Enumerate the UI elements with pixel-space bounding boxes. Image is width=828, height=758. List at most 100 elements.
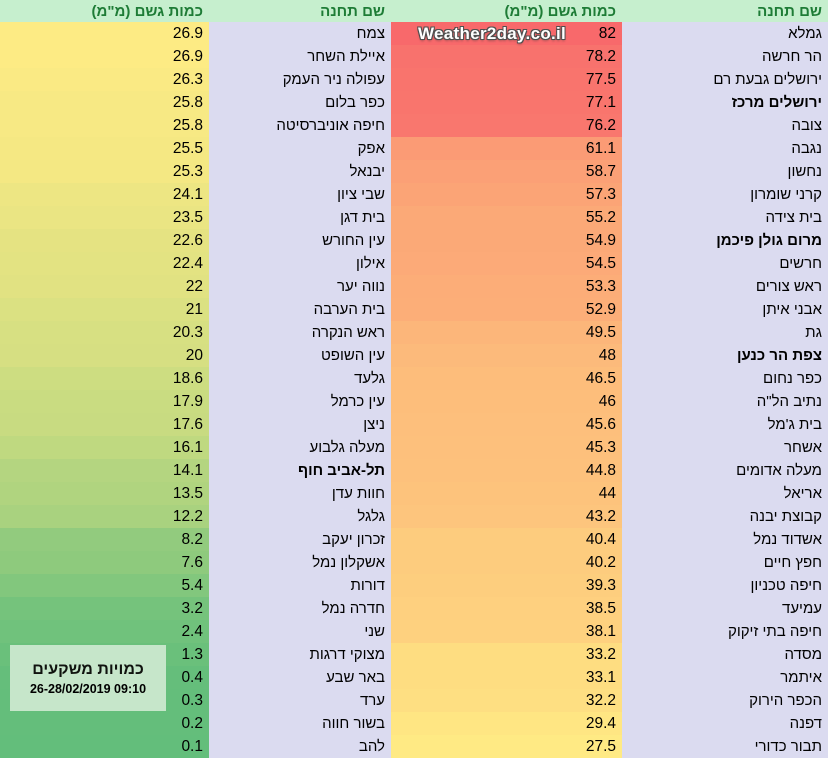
amount-cell: 7.6 xyxy=(0,551,209,574)
station-cell: ערד xyxy=(359,692,385,709)
amount-cell: 17.6 xyxy=(0,413,209,436)
station-cell: נתיב הל"ה xyxy=(756,393,822,410)
amount-cell: 27.5 xyxy=(391,735,622,758)
station-cell: חדרה נמל xyxy=(321,600,385,617)
station-cell: גלגל xyxy=(357,508,385,525)
amount-cell: 5.4 xyxy=(0,574,209,597)
station-cell: קרני שומרון xyxy=(750,186,822,203)
station-cell: שבי ציון xyxy=(337,186,385,203)
amount-cell: 44.8 xyxy=(391,459,622,482)
station-cell: מסדה xyxy=(784,646,822,663)
station-cell: שני xyxy=(364,623,385,640)
station-cell: אפק xyxy=(357,140,385,157)
amount-cell: 22.4 xyxy=(0,252,209,275)
station-cell: יבנאל xyxy=(349,163,385,180)
station-cell: בשור חווה xyxy=(322,715,385,732)
amount-cell: 58.7 xyxy=(391,160,622,183)
station-cell: נווה יער xyxy=(337,278,385,295)
amount-cell: 3.2 xyxy=(0,597,209,620)
station-cell: אילון xyxy=(355,255,385,272)
amount-cell: 17.9 xyxy=(0,390,209,413)
amount-cell: 38.5 xyxy=(391,597,622,620)
amount-cell: 77.1 xyxy=(391,91,622,114)
weather2day-watermark: Weather2day.co.il xyxy=(418,24,567,43)
amount-cell: 82 xyxy=(391,22,622,45)
station-cell: עין כרמל xyxy=(330,393,385,410)
amount-cell: 45.6 xyxy=(391,413,622,436)
station-cell: ירושלים מרכז xyxy=(731,94,822,111)
amount-cell: 20 xyxy=(0,344,209,367)
station-column-left: שם תחנה צמח איילת השחר עפולה ניר העמק כפר בל… xyxy=(209,0,391,758)
amount-cell: 46.5 xyxy=(391,367,622,390)
amount-cell: 44 xyxy=(391,482,622,505)
amount-cell: 54.9 xyxy=(391,229,622,252)
station-cell: כפר נחום xyxy=(763,370,822,387)
amount-cell: 25.5 xyxy=(0,137,209,160)
station-cell: הכפר הירוק xyxy=(749,692,822,709)
amount-cell: 12.2 xyxy=(0,505,209,528)
amount-cell: 77.5 xyxy=(391,68,622,91)
station-cell: צפת הר כנען xyxy=(736,347,822,364)
station-cell: בית ג'מל xyxy=(767,416,822,433)
amount-cell: 39.3 xyxy=(391,574,622,597)
station-cell: ראש צורים xyxy=(755,278,822,295)
amount-cell: 20.3 xyxy=(0,321,209,344)
station-cell: זכרון יעקב xyxy=(322,531,385,548)
station-cell: דורות xyxy=(350,577,385,594)
station-cell: צובה xyxy=(791,117,822,134)
amount-cell: 24.1 xyxy=(0,183,209,206)
amount-cell: 13.5 xyxy=(0,482,209,505)
amount-cell: 32.2 xyxy=(391,689,622,712)
info-box-date: 26-28/02/2019 09:10 xyxy=(29,681,147,696)
amount-cell: 8.2 xyxy=(0,528,209,551)
station-cell: עמיעד xyxy=(782,600,822,617)
station-cell: עין החורש xyxy=(322,232,385,249)
amount-cell: 33.1 xyxy=(391,666,622,689)
station-cell: נגבה xyxy=(791,140,822,157)
amount-cell: 40.2 xyxy=(391,551,622,574)
amount-cell: 0.2 xyxy=(0,712,209,735)
amount-cell: 61.1 xyxy=(391,137,622,160)
station-cell: אשקלון נמל xyxy=(312,554,385,571)
amount-cell: 76.2 xyxy=(391,114,622,137)
station-cell: גלעד xyxy=(354,370,385,387)
station-column-right: שם תחנה גמלא הר חרשה ירושלים גבעת רם ירושלים… xyxy=(622,0,828,758)
station-cell: איילת השחר xyxy=(307,48,385,65)
amount-cell: 26.3 xyxy=(0,68,209,91)
station-cell: דפנה xyxy=(789,715,822,732)
station-cell: עפולה ניר העמק xyxy=(282,71,385,88)
station-cell: חיפה טכניון xyxy=(750,577,822,594)
amount-cell: 43.2 xyxy=(391,505,622,528)
amount-cell: 33.2 xyxy=(391,643,622,666)
station-cell: תבור כדורי xyxy=(754,738,822,755)
station-cell: גת xyxy=(805,324,822,341)
station-cell: להב xyxy=(358,738,385,755)
amount-cell: 2.4 xyxy=(0,620,209,643)
station-cell: אריאל xyxy=(783,485,822,502)
station-cell: עין השופט xyxy=(321,347,385,364)
station-cell: איתמר xyxy=(780,669,822,686)
station-cell: ראש הנקרה xyxy=(311,324,385,341)
column-header-amount: כמות גשם (מ"מ) xyxy=(0,0,209,22)
amount-cell: 46 xyxy=(391,390,622,413)
station-cell: אשחר xyxy=(784,439,822,456)
amount-column-right: כמות גשם (מ"מ) 82 78.2 77.5 77.1 76.2 61.1 58.7… xyxy=(391,0,622,758)
station-cell: מרום גולן פיכמן xyxy=(716,232,822,249)
amount-cell: 14.1 xyxy=(0,459,209,482)
station-cell: אשדוד נמל xyxy=(753,531,822,548)
amount-cell: 25.8 xyxy=(0,91,209,114)
station-cell: גמלא xyxy=(788,25,822,42)
station-cell: קבוצת יבנה xyxy=(749,508,822,525)
station-cell: מעלה אדומים xyxy=(736,462,822,479)
amount-cell: 26.9 xyxy=(0,22,209,45)
amount-cell: 49.5 xyxy=(391,321,622,344)
amount-cell: 22.6 xyxy=(0,229,209,252)
amount-cell: 45.3 xyxy=(391,436,622,459)
station-cell: חיפה בתי זיקוק xyxy=(727,623,822,640)
station-cell: חפץ חיים xyxy=(763,554,822,571)
amount-cell: 18.6 xyxy=(0,367,209,390)
column-header-amount: כמות גשם (מ"מ) xyxy=(391,0,622,22)
station-cell: ניצן xyxy=(363,416,385,433)
amount-cell: 0.1 xyxy=(0,735,209,758)
